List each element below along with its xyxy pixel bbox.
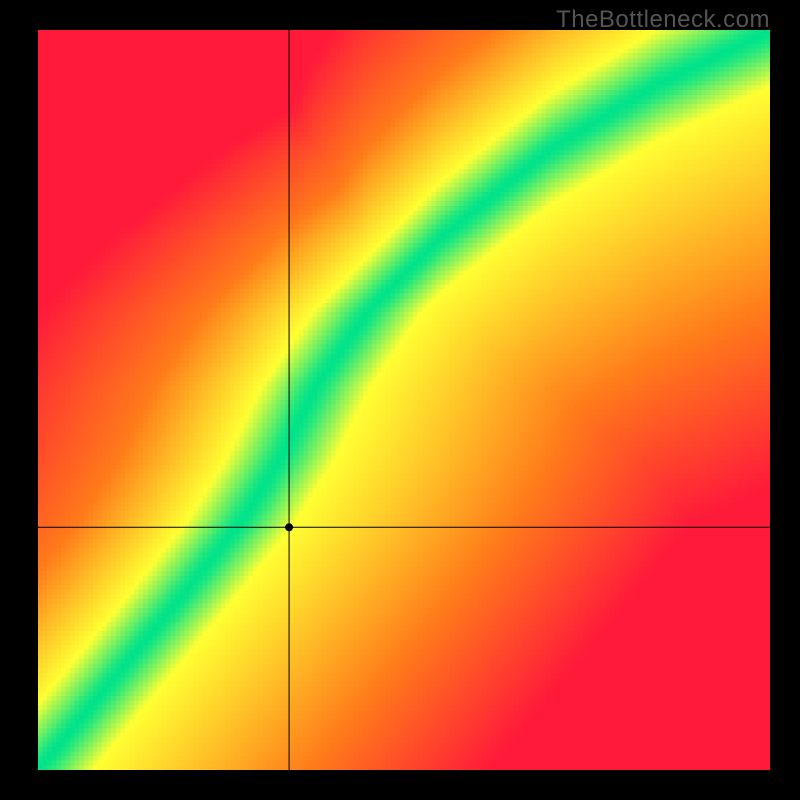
- heatmap-canvas: [38, 30, 770, 770]
- watermark-text: TheBottleneck.com: [556, 6, 770, 34]
- chart-container: TheBottleneck.com: [0, 0, 800, 800]
